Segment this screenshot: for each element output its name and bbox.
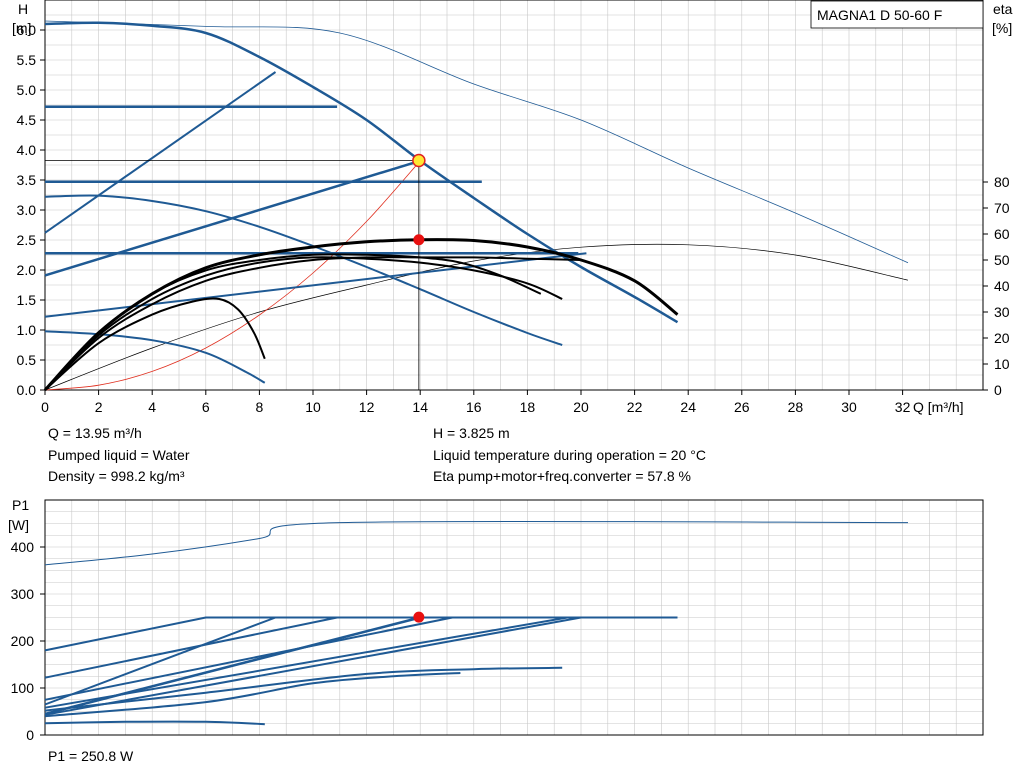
y-tick-label: 5.0	[17, 82, 37, 98]
y-tick-label: 6.0	[17, 22, 37, 38]
efficiency-readout: Eta pump+motor+freq.converter = 57.8 %	[433, 468, 691, 484]
x-tick-label: 8	[256, 399, 264, 415]
power-curve	[44, 616, 582, 716]
y-tick-label: 4.5	[17, 112, 37, 128]
p1-axis-unit: [W]	[8, 517, 29, 533]
p1-axis-label: P1	[12, 497, 29, 513]
p1-tick-label: 0	[26, 727, 34, 743]
head-curve	[44, 330, 266, 384]
y-tick-label: 0.5	[17, 352, 37, 368]
density-readout: Density = 998.2 kg/m³	[48, 468, 185, 484]
title-box: MAGNA1 D 50-60 F	[810, 0, 984, 29]
y-tick-label: 3.5	[17, 172, 37, 188]
y-tick-label: 1.0	[17, 322, 37, 338]
eta-tick-label: 60	[994, 226, 1010, 242]
y-tick-label: 4.0	[17, 142, 37, 158]
eta-tick-label: 70	[994, 200, 1010, 216]
power-curve	[44, 616, 453, 701]
x-tick-label: 18	[520, 399, 536, 415]
head-plot-frame	[44, 0, 984, 391]
eta-tick-label: 30	[994, 304, 1010, 320]
x-tick-label: 16	[466, 399, 482, 415]
eta-tick-label: 50	[994, 252, 1010, 268]
x-tick-label: 12	[359, 399, 375, 415]
eta-tick-label: 20	[994, 330, 1010, 346]
power-plot-frame	[44, 499, 984, 736]
pumped-liquid-readout: Pumped liquid = Water	[48, 447, 190, 463]
duty-point-head-marker	[412, 153, 426, 168]
power-chart-curves	[44, 520, 909, 726]
head-curve	[44, 21, 679, 324]
x-tick-label: 0	[41, 399, 49, 415]
y-axis-label: H	[18, 1, 28, 17]
efficiency-curve	[44, 297, 266, 391]
y-axis-unit: [m]	[12, 20, 31, 36]
axis-labels: 0 2 4 6 8 10 12 14 16 18 20 22 24 26 28 30 32 Q [m³/h]0.0…	[8, 1, 1013, 743]
power-curve	[44, 616, 276, 706]
max-head-thin-curve	[44, 20, 909, 264]
y-tick-label: 3.0	[17, 202, 37, 218]
p1-tick-label: 400	[11, 539, 35, 555]
eta-tick-label: 0	[994, 382, 1002, 398]
p1-tick-label: 300	[11, 586, 35, 602]
x-tick-label: 6	[202, 399, 210, 415]
max-power-curve	[44, 520, 909, 566]
x-tick-label: 30	[841, 399, 857, 415]
flow-readout: Q = 13.95 m³/h	[48, 425, 142, 441]
x-tick-label: 20	[573, 399, 589, 415]
power-readout: P1 = 250.8 W	[48, 748, 134, 764]
power-curve	[44, 616, 338, 679]
head-chart-curves	[43, 20, 909, 392]
power-curve	[44, 672, 461, 718]
p1-tick-label: 200	[11, 633, 35, 649]
p1-tick-label: 100	[11, 680, 35, 696]
x-tick-label: 4	[148, 399, 156, 415]
power-curve	[44, 666, 563, 712]
efficiency-curve	[44, 256, 563, 391]
y-tick-label: 1.5	[17, 292, 37, 308]
liquid-temp-readout: Liquid temperature during operation = 20…	[433, 447, 706, 463]
y-tick-label: 2.0	[17, 262, 37, 278]
head-curve	[44, 71, 277, 234]
head-readout: H = 3.825 m	[433, 425, 510, 441]
y-tick-label: 5.5	[17, 52, 37, 68]
x-axis-label: Q [m³/h]	[913, 399, 964, 415]
eta-axis-label: eta	[993, 1, 1013, 17]
efficiency-curve	[44, 253, 542, 391]
eta-tick-label: 40	[994, 278, 1010, 294]
x-tick-label: 14	[412, 399, 428, 415]
x-tick-label: 26	[734, 399, 750, 415]
eta-axis-unit: [%]	[992, 20, 1012, 36]
y-tick-label: 0.0	[17, 382, 37, 398]
power-curve	[44, 616, 678, 652]
x-tick-label: 2	[95, 399, 103, 415]
x-tick-label: 24	[680, 399, 696, 415]
x-tick-label: 32	[895, 399, 911, 415]
power-curve	[44, 720, 265, 726]
duty-point-efficiency-marker	[413, 234, 425, 246]
efficiency-curve	[44, 256, 582, 391]
eta-tick-label: 10	[994, 356, 1010, 372]
reference-thin-curve	[44, 243, 909, 391]
x-tick-label: 10	[305, 399, 321, 415]
power-curve	[44, 616, 568, 709]
eta-tick-label: 80	[994, 174, 1010, 190]
x-tick-label: 28	[788, 399, 804, 415]
duty-point-power-marker	[413, 611, 425, 623]
head-chart-grid	[44, 0, 984, 391]
x-tick-label: 22	[627, 399, 643, 415]
y-tick-label: 2.5	[17, 232, 37, 248]
system-curve	[44, 160, 421, 391]
chart-title: MAGNA1 D 50-60 F	[817, 7, 942, 23]
